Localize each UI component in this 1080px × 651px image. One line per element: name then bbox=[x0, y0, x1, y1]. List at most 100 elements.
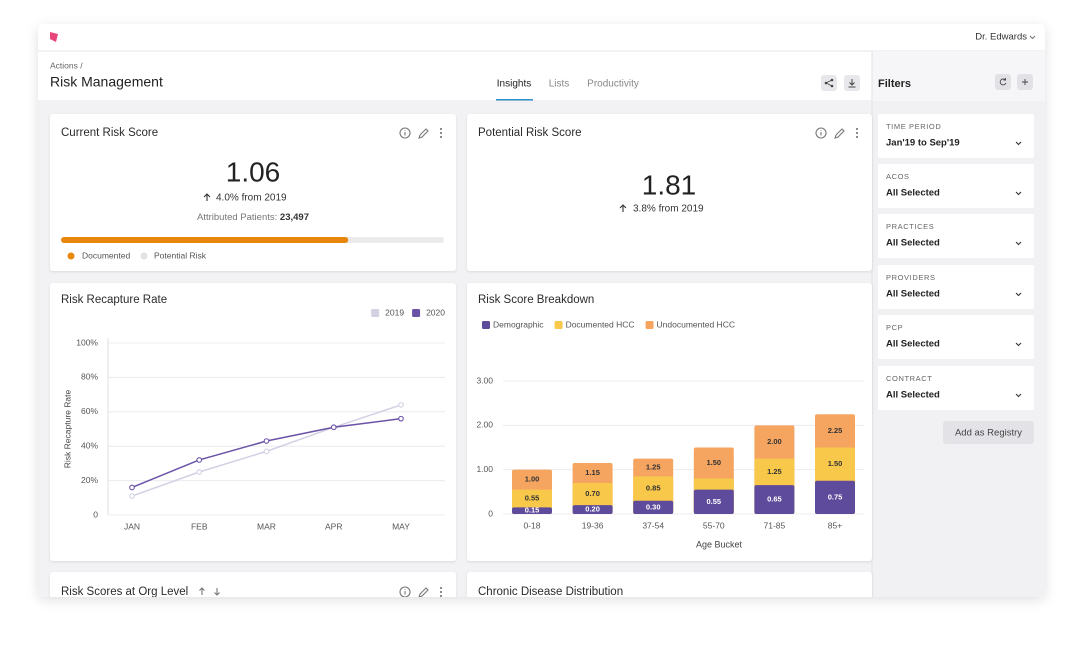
dropdown-box bbox=[878, 164, 1034, 208]
bar-segment bbox=[754, 485, 795, 514]
user-chevron bbox=[1029, 35, 1036, 40]
add-button[interactable] bbox=[1017, 74, 1033, 90]
filter-dropdown[interactable]: TIME PERIOD Jan'19 to Sep'19 bbox=[878, 114, 1034, 158]
point bbox=[129, 493, 135, 499]
y-tick-label: 2.00 bbox=[476, 420, 493, 430]
card bbox=[467, 114, 872, 271]
y-tick-label: 20% bbox=[81, 475, 98, 485]
legend-swatch bbox=[412, 309, 421, 317]
tab[interactable]: Lists bbox=[549, 79, 570, 90]
value-label: 0.75 bbox=[828, 492, 843, 501]
value-label: 0.20 bbox=[585, 505, 600, 514]
legend-label: Documented bbox=[82, 250, 130, 260]
tab[interactable]: Productivity bbox=[587, 79, 639, 90]
logo[interactable] bbox=[50, 32, 58, 42]
score-value: 1.06 bbox=[226, 156, 281, 187]
value-label: 1.00 bbox=[525, 475, 540, 484]
value-label: 0.55 bbox=[706, 497, 721, 506]
point bbox=[129, 484, 135, 491]
card bbox=[50, 114, 456, 271]
user-menu[interactable]: Dr. Edwards bbox=[975, 32, 1027, 43]
legend-swatch bbox=[371, 309, 380, 317]
card-title: Risk Score Breakdown bbox=[478, 294, 594, 306]
card-title: Potential Risk Score bbox=[478, 127, 582, 139]
y-tick-label: 60% bbox=[81, 406, 98, 416]
more-icon bbox=[440, 587, 442, 589]
filter-label: ACOS bbox=[886, 172, 910, 181]
y-tick-label: 100% bbox=[76, 337, 98, 347]
value-label: 0.65 bbox=[767, 495, 782, 504]
x-tick-label: 85+ bbox=[828, 520, 842, 530]
card-title: Risk Scores at Org Level bbox=[61, 586, 188, 598]
filter-value: All Selected bbox=[886, 188, 940, 199]
bar-segment bbox=[572, 505, 613, 514]
legend-label: Potential Risk bbox=[154, 250, 207, 260]
card bbox=[467, 572, 872, 597]
patients-label: Attributed Patients: bbox=[197, 212, 277, 223]
tab[interactable]: Insights bbox=[497, 79, 531, 90]
filter-dropdown[interactable]: ACOS All Selected bbox=[878, 164, 1034, 208]
legend-dot bbox=[67, 252, 75, 260]
chevron bbox=[1015, 141, 1022, 146]
legend-swatch bbox=[554, 321, 563, 329]
x-tick-label: 55-70 bbox=[703, 520, 725, 530]
info-icon bbox=[399, 127, 411, 139]
value-label: 2.00 bbox=[767, 437, 782, 446]
point bbox=[196, 469, 203, 475]
point bbox=[398, 402, 404, 408]
filter-dropdown[interactable]: PRACTICES All Selected bbox=[878, 214, 1034, 258]
y-tick-label: 40% bbox=[81, 440, 98, 450]
x-tick-label: APR bbox=[325, 521, 342, 531]
filter-value: All Selected bbox=[886, 289, 940, 300]
card-title: Chronic Disease Distribution bbox=[478, 586, 623, 598]
breadcrumb[interactable]: Actions / bbox=[50, 60, 83, 70]
y-tick-label: 1.00 bbox=[476, 464, 493, 474]
dropdown-box bbox=[878, 265, 1034, 309]
value-label: 0.30 bbox=[646, 502, 661, 511]
more-icon bbox=[440, 128, 442, 130]
more-icon bbox=[440, 591, 442, 593]
value-label: 1.50 bbox=[828, 459, 843, 468]
more-icon bbox=[440, 136, 442, 138]
value-label: 1.15 bbox=[585, 468, 600, 477]
dropdown-box bbox=[878, 315, 1034, 359]
share-button[interactable] bbox=[821, 75, 837, 91]
bar-segment bbox=[633, 500, 674, 514]
filter-label: PCP bbox=[886, 323, 903, 332]
legend-swatch bbox=[645, 321, 654, 329]
add-registry-button[interactable]: Add as Registry bbox=[943, 421, 1034, 444]
edit-icon bbox=[418, 128, 429, 139]
card-actions[interactable] bbox=[399, 586, 442, 597]
card-title: Risk Recapture Rate bbox=[61, 294, 167, 306]
filter-value: All Selected bbox=[886, 339, 940, 350]
sort-arrows[interactable] bbox=[199, 587, 220, 596]
legend-label: Undocumented HCC bbox=[657, 319, 735, 329]
legend-label: Documented HCC bbox=[566, 319, 635, 329]
button-label[interactable]: Add as Registry bbox=[955, 428, 1022, 439]
edit-icon bbox=[834, 128, 845, 139]
filter-label: PROVIDERS bbox=[886, 273, 936, 282]
more-icon bbox=[440, 595, 442, 597]
legend-swatch bbox=[482, 321, 490, 329]
filter-dropdown[interactable]: PCP All Selected bbox=[878, 315, 1034, 359]
y-tick-label: 3.00 bbox=[476, 375, 493, 385]
filter-dropdown[interactable]: PROVIDERS All Selected bbox=[878, 265, 1034, 309]
x-tick-label: FEB bbox=[191, 521, 208, 531]
point bbox=[263, 438, 270, 444]
reset-button[interactable] bbox=[995, 74, 1011, 90]
filters-header bbox=[872, 51, 1045, 101]
card-actions[interactable] bbox=[399, 127, 442, 139]
up-arrow bbox=[619, 204, 627, 212]
chevron bbox=[1015, 342, 1022, 347]
value-label: 1.50 bbox=[706, 458, 721, 467]
filter-dropdown[interactable]: CONTRACT All Selected bbox=[878, 366, 1034, 410]
score-change: 4.0% from 2019 bbox=[216, 193, 287, 204]
point bbox=[398, 415, 404, 422]
score-change: 3.8% from 2019 bbox=[633, 204, 704, 215]
download-button[interactable] bbox=[844, 75, 860, 91]
x-tick-label: 71-85 bbox=[764, 520, 786, 530]
filter-value: All Selected bbox=[886, 238, 940, 249]
card-actions[interactable] bbox=[815, 127, 858, 139]
bar-segment bbox=[815, 480, 855, 514]
edit-icon bbox=[418, 587, 429, 597]
